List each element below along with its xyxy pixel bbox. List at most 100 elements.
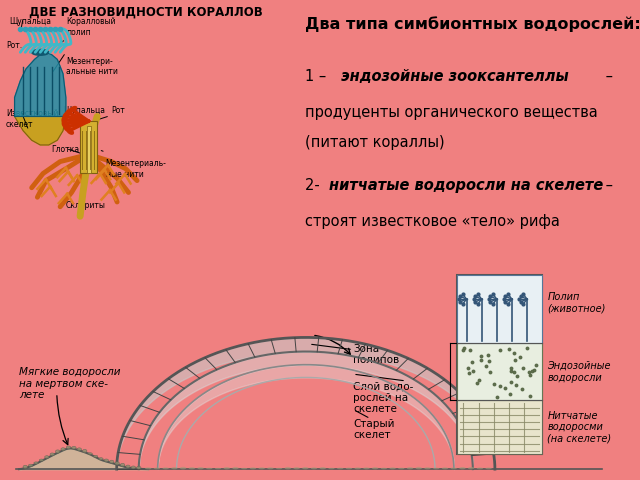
Text: Коралловый
полип: Коралловый полип	[66, 17, 115, 36]
Ellipse shape	[63, 124, 70, 132]
Ellipse shape	[109, 460, 114, 463]
Ellipse shape	[136, 466, 141, 469]
Ellipse shape	[259, 468, 265, 469]
Ellipse shape	[154, 468, 160, 469]
Text: 2-: 2-	[305, 178, 324, 193]
Ellipse shape	[67, 446, 70, 449]
Ellipse shape	[381, 468, 387, 469]
Text: ДВЕ РАЗНОВИДНОСТИ КОРАЛЛОВ: ДВЕ РАЗНОВИДНОСТИ КОРАЛЛОВ	[29, 6, 262, 19]
Ellipse shape	[104, 459, 109, 462]
Ellipse shape	[433, 468, 440, 469]
Ellipse shape	[355, 468, 361, 469]
Text: продуценты органического вещества: продуценты органического вещества	[305, 105, 598, 120]
Text: Два типа симбионтных водорослей:: Два типа симбионтных водорослей:	[305, 17, 640, 32]
Ellipse shape	[120, 463, 125, 467]
Ellipse shape	[442, 468, 448, 469]
Text: Эндозойные
водоросли: Эндозойные водоросли	[547, 361, 611, 383]
Ellipse shape	[61, 448, 65, 451]
Bar	[80, 121, 97, 173]
Ellipse shape	[172, 467, 177, 469]
Text: –: –	[600, 178, 612, 193]
Bar	[457, 276, 542, 343]
Polygon shape	[15, 117, 66, 145]
Text: Известковый
скелет: Известковый скелет	[6, 109, 58, 129]
Ellipse shape	[302, 467, 308, 469]
Ellipse shape	[477, 468, 483, 469]
Polygon shape	[15, 52, 66, 117]
Ellipse shape	[311, 468, 317, 469]
Ellipse shape	[68, 106, 77, 112]
Ellipse shape	[163, 468, 169, 469]
Text: Мезентери-
альные нити: Мезентери- альные нити	[66, 57, 118, 76]
Ellipse shape	[145, 468, 151, 469]
Ellipse shape	[23, 465, 28, 468]
Ellipse shape	[468, 467, 474, 469]
Text: Щупальца: Щупальца	[63, 106, 105, 115]
Ellipse shape	[293, 467, 300, 469]
Ellipse shape	[328, 468, 335, 469]
Ellipse shape	[223, 467, 230, 469]
Ellipse shape	[241, 468, 247, 469]
Text: строят известковое «тело» рифа: строят известковое «тело» рифа	[305, 214, 560, 229]
Bar	[457, 276, 542, 454]
Text: нитчатые водоросли на скелете: нитчатые водоросли на скелете	[329, 178, 604, 193]
Ellipse shape	[125, 465, 130, 468]
Text: Полип
(животное): Полип (животное)	[547, 292, 605, 313]
Ellipse shape	[364, 468, 369, 469]
Ellipse shape	[189, 467, 195, 469]
Text: Мягкие водоросли
на мертвом ске-
лете: Мягкие водоросли на мертвом ске- лете	[19, 367, 120, 400]
Ellipse shape	[56, 450, 60, 453]
Ellipse shape	[250, 468, 256, 469]
Ellipse shape	[197, 467, 204, 469]
Ellipse shape	[180, 467, 186, 469]
Ellipse shape	[32, 49, 49, 55]
Ellipse shape	[206, 468, 212, 469]
Text: 1 –: 1 –	[305, 69, 331, 84]
Ellipse shape	[424, 467, 431, 469]
Ellipse shape	[39, 459, 44, 461]
Ellipse shape	[88, 453, 92, 455]
Ellipse shape	[93, 456, 98, 457]
Text: Глотка: Глотка	[52, 145, 80, 154]
Ellipse shape	[268, 467, 273, 469]
Bar	[87, 126, 92, 173]
Ellipse shape	[65, 108, 73, 116]
Text: Щупальца: Щупальца	[9, 17, 51, 26]
Ellipse shape	[215, 468, 221, 469]
Ellipse shape	[99, 458, 103, 460]
Ellipse shape	[77, 448, 81, 451]
Ellipse shape	[66, 128, 74, 135]
Ellipse shape	[131, 466, 136, 469]
Text: эндозойные зооксантеллы: эндозойные зооксантеллы	[341, 69, 569, 84]
Ellipse shape	[63, 112, 69, 120]
Ellipse shape	[83, 449, 87, 453]
Text: (питают кораллы): (питают кораллы)	[305, 135, 445, 150]
Bar	[457, 343, 542, 400]
Ellipse shape	[390, 468, 396, 469]
Text: –: –	[600, 69, 612, 84]
Ellipse shape	[372, 467, 378, 469]
Ellipse shape	[276, 468, 282, 469]
Text: Мезентериаль-
ные нити: Мезентериаль- ные нити	[106, 159, 166, 179]
Ellipse shape	[61, 116, 68, 124]
Ellipse shape	[486, 468, 492, 469]
Ellipse shape	[285, 467, 291, 469]
Ellipse shape	[232, 467, 239, 469]
Text: Нитчатые
водоросми
(на скелете): Нитчатые водоросми (на скелете)	[547, 411, 611, 444]
Text: Рот: Рот	[111, 106, 125, 115]
Bar	[457, 400, 542, 454]
Ellipse shape	[45, 456, 49, 458]
Ellipse shape	[346, 468, 352, 469]
Ellipse shape	[398, 468, 404, 469]
Ellipse shape	[61, 120, 68, 128]
Text: Старый
скелет: Старый скелет	[353, 419, 395, 441]
Ellipse shape	[72, 446, 76, 449]
Ellipse shape	[460, 467, 465, 469]
Text: Склериты: Склериты	[66, 201, 106, 210]
Text: Слой водо-
рослей на
скелете: Слой водо- рослей на скелете	[353, 381, 413, 414]
Ellipse shape	[415, 467, 422, 469]
Ellipse shape	[451, 468, 457, 469]
Ellipse shape	[319, 467, 326, 469]
Ellipse shape	[34, 462, 38, 464]
Ellipse shape	[50, 453, 54, 456]
